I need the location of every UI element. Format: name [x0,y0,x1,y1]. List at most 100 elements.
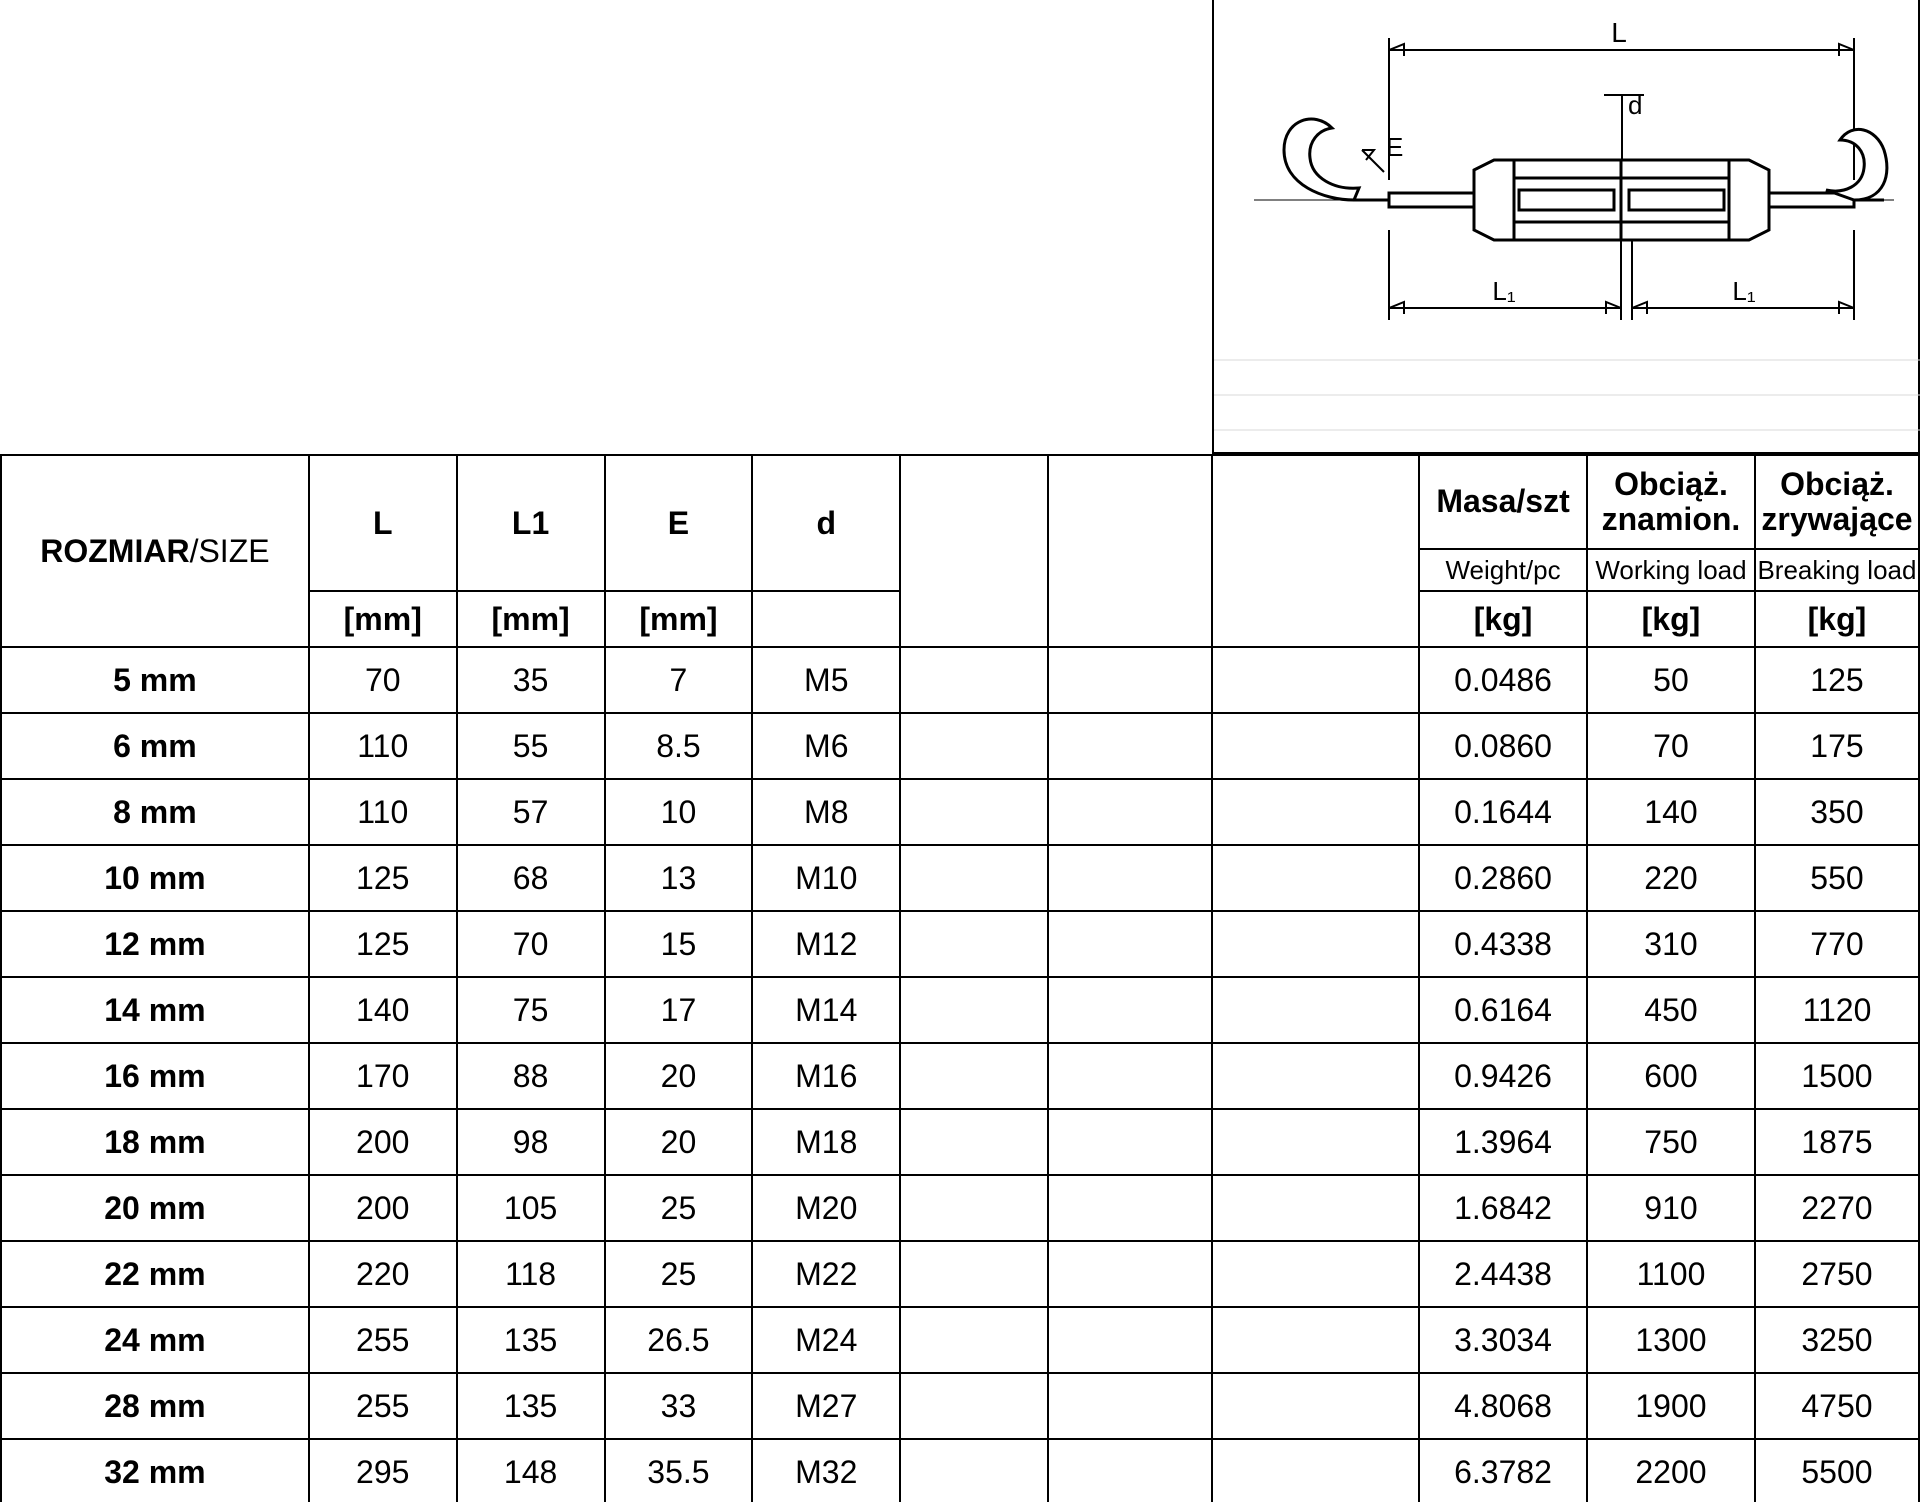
cell-emptyA [900,713,1048,779]
cell-emptyC [1212,1241,1420,1307]
cell-d: M20 [752,1175,900,1241]
cell-size: 24 mm [1,1307,309,1373]
cell-emptyC [1212,713,1420,779]
cell-size: 32 mm [1,1439,309,1502]
turnbuckle-diagram: L d E [1212,0,1920,454]
cell-L: 200 [309,1175,457,1241]
cell-L1: 68 [457,845,605,911]
col-sub-mass: Weight/pc [1419,549,1587,591]
cell-L: 110 [309,713,457,779]
cell-mass: 0.1644 [1419,779,1587,845]
table-row: 22 mm22011825M222.443811002750 [1,1241,1919,1307]
cell-emptyC [1212,647,1420,713]
cell-mass: 6.3782 [1419,1439,1587,1502]
cell-L1: 135 [457,1373,605,1439]
cell-E: 7 [605,647,753,713]
cell-emptyC [1212,1307,1420,1373]
cell-E: 8.5 [605,713,753,779]
col-header-L: L [309,455,457,591]
cell-work: 750 [1587,1109,1755,1175]
unit-L: [mm] [309,591,457,647]
cell-d: M5 [752,647,900,713]
cell-size: 22 mm [1,1241,309,1307]
cell-d: M16 [752,1043,900,1109]
unit-mass: [kg] [1419,591,1587,647]
cell-work: 450 [1587,977,1755,1043]
table-row: 28 mm25513533M274.806819004750 [1,1373,1919,1439]
cell-emptyA [900,647,1048,713]
cell-work: 910 [1587,1175,1755,1241]
cell-E: 20 [605,1043,753,1109]
cell-work: 1300 [1587,1307,1755,1373]
cell-mass: 2.4438 [1419,1241,1587,1307]
cell-size: 5 mm [1,647,309,713]
cell-emptyB [1048,1109,1212,1175]
table-row: 18 mm2009820M181.39647501875 [1,1109,1919,1175]
cell-L1: 57 [457,779,605,845]
cell-work: 220 [1587,845,1755,911]
cell-emptyB [1048,1175,1212,1241]
cell-emptyA [900,1175,1048,1241]
cell-break: 3250 [1755,1307,1919,1373]
spec-table: ROZMIAR/SIZE L L1 E d Masa/szt Obciąż. z… [0,454,1920,1502]
cell-mass: 4.8068 [1419,1373,1587,1439]
cell-mass: 0.9426 [1419,1043,1587,1109]
cell-E: 20 [605,1109,753,1175]
cell-emptyB [1048,1241,1212,1307]
cell-d: M8 [752,779,900,845]
cell-emptyC [1212,1043,1420,1109]
cell-mass: 3.3034 [1419,1307,1587,1373]
cell-E: 10 [605,779,753,845]
dim-label-L1b: L₁ [1732,276,1755,306]
table-row: 8 mm1105710M80.1644140350 [1,779,1919,845]
cell-mass: 1.3964 [1419,1109,1587,1175]
cell-size: 16 mm [1,1043,309,1109]
cell-emptyC [1212,1439,1420,1502]
cell-break: 1120 [1755,977,1919,1043]
cell-L: 295 [309,1439,457,1502]
cell-L: 125 [309,911,457,977]
unit-E: [mm] [605,591,753,647]
col-header-empty-c [1212,455,1420,647]
col-header-empty-a [900,455,1048,647]
cell-emptyC [1212,911,1420,977]
table-row: 24 mm25513526.5M243.303413003250 [1,1307,1919,1373]
cell-emptyB [1048,911,1212,977]
cell-d: M10 [752,845,900,911]
cell-emptyA [900,1241,1048,1307]
table-row: 6 mm110558.5M60.086070175 [1,713,1919,779]
cell-work: 2200 [1587,1439,1755,1502]
cell-emptyB [1048,845,1212,911]
cell-break: 4750 [1755,1373,1919,1439]
cell-L1: 118 [457,1241,605,1307]
cell-emptyA [900,1307,1048,1373]
cell-emptyB [1048,779,1212,845]
cell-work: 1900 [1587,1373,1755,1439]
cell-work: 70 [1587,713,1755,779]
cell-emptyB [1048,1043,1212,1109]
unit-break: [kg] [1755,591,1919,647]
cell-d: M27 [752,1373,900,1439]
cell-break: 1875 [1755,1109,1919,1175]
table-row: 10 mm1256813M100.2860220550 [1,845,1919,911]
col-header-E: E [605,455,753,591]
cell-E: 25 [605,1241,753,1307]
cell-L: 255 [309,1373,457,1439]
cell-emptyB [1048,1373,1212,1439]
cell-emptyA [900,1043,1048,1109]
cell-emptyA [900,977,1048,1043]
cell-L: 70 [309,647,457,713]
cell-work: 50 [1587,647,1755,713]
cell-d: M24 [752,1307,900,1373]
col-header-empty-b [1048,455,1212,647]
cell-d: M12 [752,911,900,977]
cell-L1: 88 [457,1043,605,1109]
cell-d: M14 [752,977,900,1043]
cell-size: 12 mm [1,911,309,977]
cell-emptyC [1212,1109,1420,1175]
cell-emptyA [900,779,1048,845]
unit-L1: [mm] [457,591,605,647]
cell-size: 20 mm [1,1175,309,1241]
cell-break: 350 [1755,779,1919,845]
cell-L: 200 [309,1109,457,1175]
